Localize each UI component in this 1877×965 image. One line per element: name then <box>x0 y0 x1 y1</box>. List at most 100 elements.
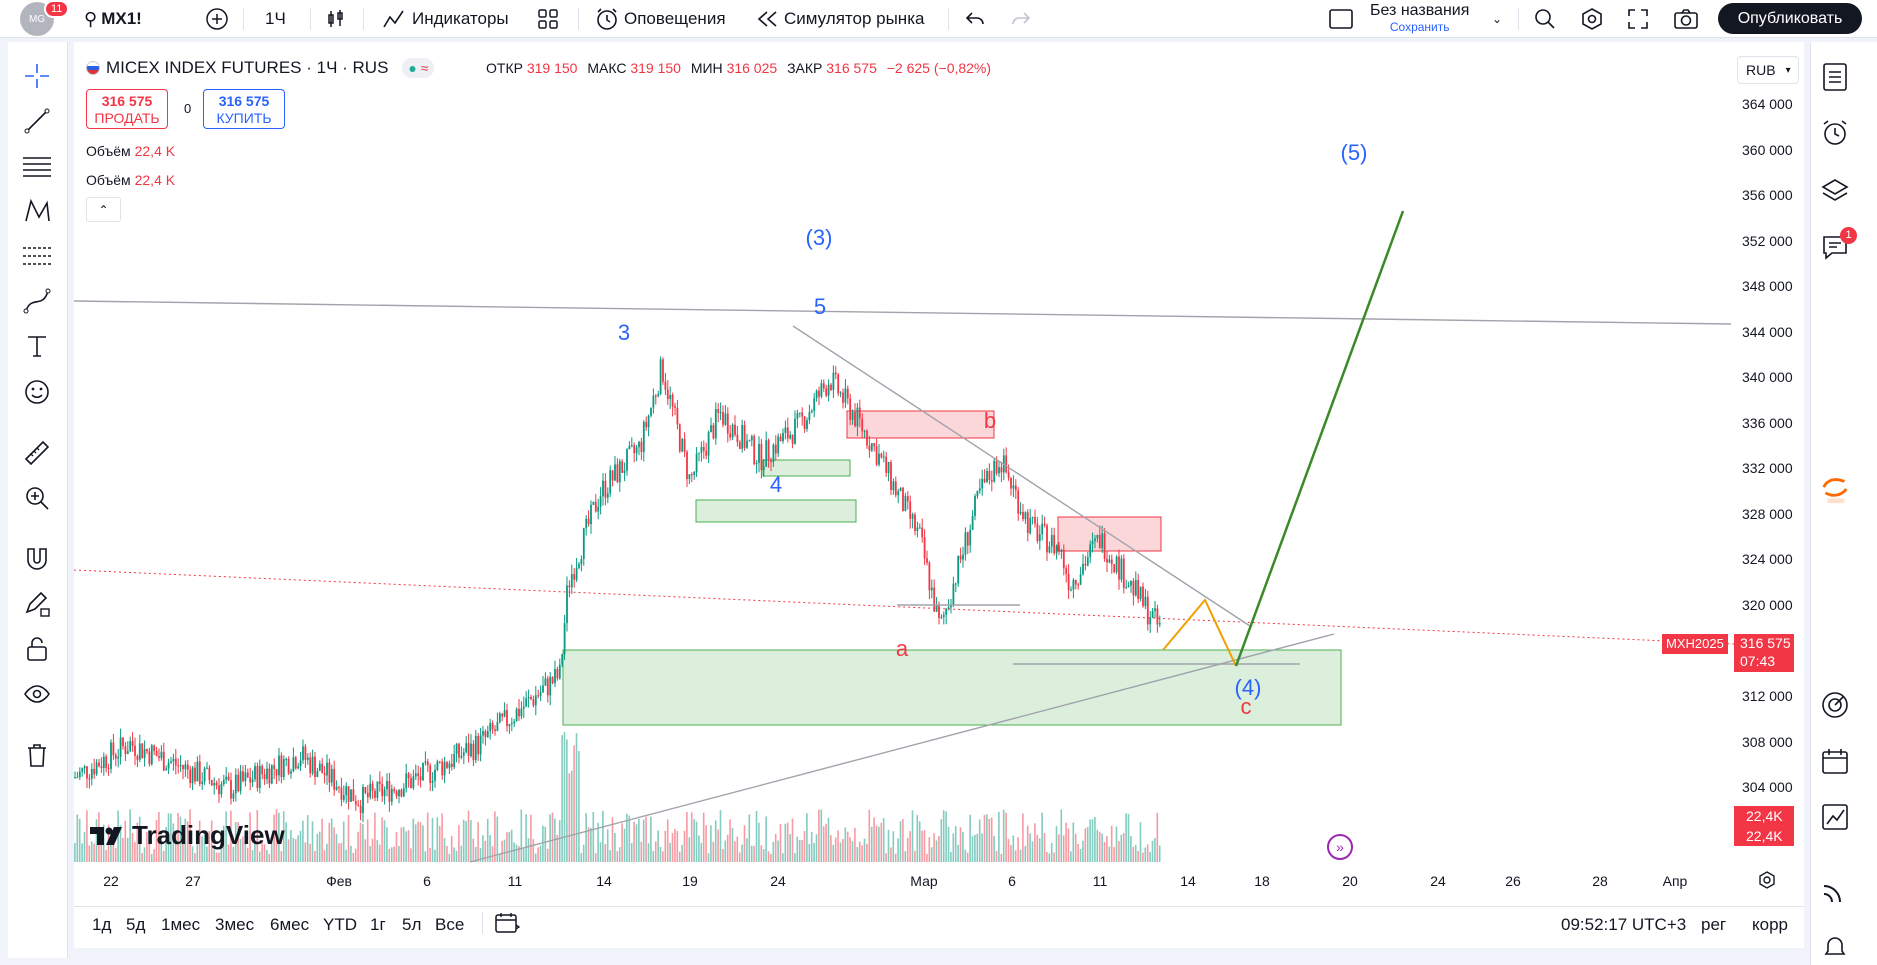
fullscreen-button[interactable] <box>1627 0 1649 38</box>
axis-settings-button[interactable] <box>1757 870 1777 895</box>
lock-drawing-tool[interactable] <box>22 589 52 619</box>
volume-bar <box>966 852 969 862</box>
collapse-legend-button[interactable]: ⌃ <box>86 197 121 222</box>
volume-bar <box>700 842 703 862</box>
price-chart[interactable] <box>74 42 1808 912</box>
go-to-date-button[interactable] <box>494 911 521 940</box>
buy-button[interactable]: 316 575 КУПИТЬ <box>203 89 285 129</box>
indicators-button[interactable]: Индикаторы <box>382 0 509 38</box>
streams-button[interactable] <box>1818 874 1852 908</box>
range-button[interactable]: YTD <box>323 915 357 934</box>
alerts-button[interactable]: Оповещения <box>594 0 726 38</box>
layout-name-button[interactable]: Без названия Сохранить <box>1370 2 1470 35</box>
crosshair-tool[interactable] <box>22 61 52 91</box>
volume-bar <box>556 834 559 862</box>
range-button[interactable]: 1мес <box>161 915 201 934</box>
candle-body <box>318 763 321 771</box>
range-button[interactable]: 3мес <box>215 915 255 934</box>
time-axis-label: 22 <box>103 873 119 889</box>
session-button[interactable]: рег <box>1701 915 1727 934</box>
volume-bar <box>935 840 938 862</box>
volume-bar <box>983 814 986 862</box>
go-to-realtime-button[interactable]: » <box>1327 834 1353 860</box>
hide-drawings-tool[interactable] <box>22 679 52 709</box>
interval-button[interactable]: 1Ч <box>265 9 286 28</box>
divider <box>243 8 244 30</box>
tradingview-logo[interactable]: TradingView <box>88 820 285 851</box>
candle-body <box>1041 523 1044 535</box>
screener-button[interactable] <box>1818 800 1852 834</box>
range-button[interactable]: 6мес <box>270 915 310 934</box>
shapes-tool[interactable] <box>22 286 52 316</box>
candle-body <box>412 776 415 788</box>
lock-all-tool[interactable] <box>22 634 52 664</box>
volume-bar <box>846 831 849 862</box>
partner-app-button[interactable] <box>1818 472 1852 506</box>
range-button[interactable]: Все <box>435 915 465 934</box>
volume-bar <box>813 843 815 862</box>
notifications-button[interactable] <box>1818 930 1852 964</box>
volume-legend[interactable]: Объём 22,4 K <box>86 172 176 188</box>
volume-bar <box>904 851 907 862</box>
volume-bar <box>347 814 350 862</box>
pattern-tool[interactable] <box>22 196 52 226</box>
magnet-tool[interactable] <box>22 544 52 574</box>
data-window-button[interactable] <box>1818 688 1852 722</box>
range-button[interactable]: 1г <box>370 915 386 934</box>
quick-search-button[interactable] <box>1533 0 1557 38</box>
range-button[interactable]: 5д <box>126 915 146 934</box>
range-button[interactable]: 5л <box>402 915 422 934</box>
emoji-tool[interactable] <box>22 377 52 407</box>
candle-body <box>314 756 316 778</box>
price-axis-label: 348 000 <box>1742 278 1793 294</box>
symbol-legend[interactable]: MICEX INDEX FUTURES · 1Ч · RUS ● ≈ <box>86 58 435 78</box>
clock-timezone-button[interactable]: 09:52:17 UTC+3 <box>1561 915 1687 934</box>
redo-button[interactable] <box>1010 0 1032 38</box>
candle-body <box>506 710 508 727</box>
range-button[interactable]: 1д <box>92 915 112 934</box>
candle-body <box>256 766 259 788</box>
watchlist-button[interactable] <box>1818 60 1852 94</box>
alerts-panel-button[interactable] <box>1818 116 1852 150</box>
candle-body <box>1010 477 1012 489</box>
candle-body <box>254 766 256 780</box>
volume-legend[interactable]: Объём 22,4 K <box>86 143 176 159</box>
settings-button[interactable] <box>1580 0 1604 38</box>
price-axis-label: 364 000 <box>1742 96 1793 112</box>
snapshot-button[interactable] <box>1673 0 1699 38</box>
fib-tool[interactable] <box>22 151 52 181</box>
volume-bar <box>782 853 784 862</box>
text-tool[interactable] <box>22 331 52 361</box>
candle-body <box>515 708 518 722</box>
layout-menu-button[interactable]: ⌄ <box>1492 0 1502 38</box>
templates-button[interactable] <box>537 0 559 38</box>
add-symbol-button[interactable] <box>205 0 229 38</box>
trend-line-tool[interactable] <box>22 106 52 136</box>
candle-body <box>177 765 180 767</box>
object-tree-button[interactable] <box>1818 174 1852 208</box>
candle-body <box>88 778 91 780</box>
adjust-button[interactable]: корр <box>1752 915 1788 934</box>
ascending-trendline <box>469 633 1335 863</box>
replay-button[interactable]: Симулятор рынка <box>756 0 924 38</box>
time-axis-label: 19 <box>682 873 698 889</box>
candle-body <box>112 742 115 756</box>
zoom-tool[interactable] <box>22 483 52 513</box>
currency-select[interactable]: RUB ▾ <box>1737 56 1799 84</box>
symbol-search-button[interactable]: ⚲ MX1! <box>84 0 142 38</box>
candle-body <box>858 407 861 419</box>
chart-up-icon <box>1822 804 1848 830</box>
sell-button[interactable]: 316 575 ПРОДАТЬ <box>86 89 168 129</box>
layout-toggle-button[interactable] <box>1328 0 1354 38</box>
calendar-button[interactable] <box>1818 744 1852 778</box>
forecast-tool[interactable] <box>22 241 52 271</box>
remove-drawings-tool[interactable] <box>22 740 52 770</box>
candle-body <box>206 767 208 769</box>
price-axis-label: 320 000 <box>1742 597 1793 613</box>
undo-button[interactable] <box>964 0 986 38</box>
chart-type-button[interactable] <box>325 0 347 38</box>
ruler-tool[interactable] <box>22 438 52 468</box>
publish-button[interactable]: Опубликовать <box>1718 3 1862 34</box>
candle-body <box>184 764 187 770</box>
volume-bar <box>275 809 278 862</box>
